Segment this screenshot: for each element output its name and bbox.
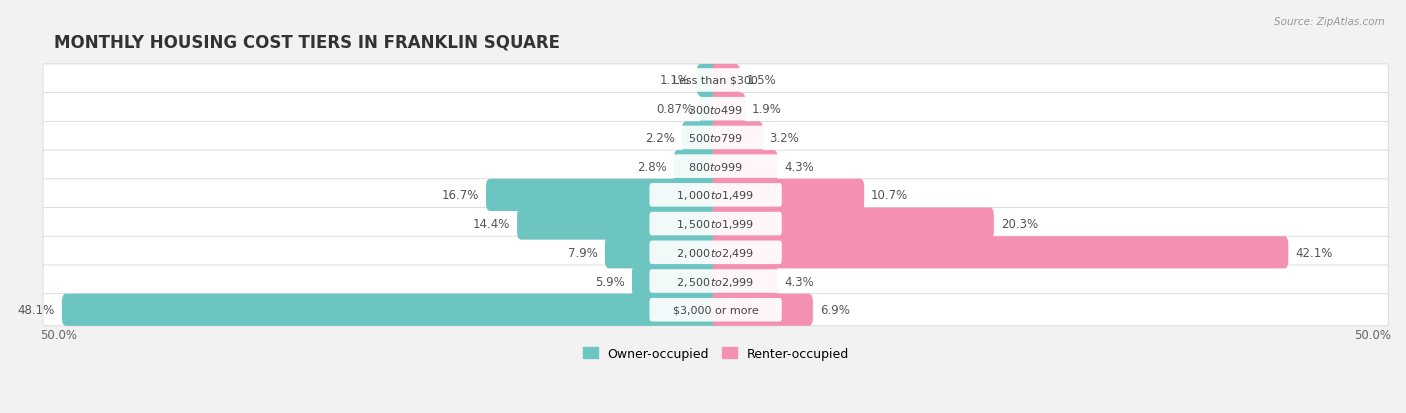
FancyBboxPatch shape (44, 265, 1388, 297)
FancyBboxPatch shape (650, 241, 782, 264)
FancyBboxPatch shape (44, 151, 1388, 183)
Text: Source: ZipAtlas.com: Source: ZipAtlas.com (1274, 17, 1385, 26)
Text: 2.8%: 2.8% (637, 160, 666, 173)
Text: Less than $300: Less than $300 (673, 76, 758, 86)
FancyBboxPatch shape (711, 151, 778, 183)
FancyBboxPatch shape (517, 208, 720, 240)
Text: 5.9%: 5.9% (595, 275, 626, 288)
Text: 1.5%: 1.5% (747, 74, 776, 87)
Text: 4.3%: 4.3% (785, 275, 814, 288)
Text: 50.0%: 50.0% (41, 328, 77, 341)
FancyBboxPatch shape (711, 294, 813, 326)
FancyBboxPatch shape (44, 65, 1388, 97)
Text: MONTHLY HOUSING COST TIERS IN FRANKLIN SQUARE: MONTHLY HOUSING COST TIERS IN FRANKLIN S… (53, 33, 560, 52)
FancyBboxPatch shape (44, 294, 1388, 326)
Text: $2,000 to $2,499: $2,000 to $2,499 (676, 246, 755, 259)
FancyBboxPatch shape (650, 212, 782, 236)
FancyBboxPatch shape (697, 65, 720, 97)
Text: 14.4%: 14.4% (472, 218, 510, 230)
FancyBboxPatch shape (711, 265, 778, 297)
Text: 6.9%: 6.9% (820, 304, 849, 316)
FancyBboxPatch shape (650, 270, 782, 293)
Text: $800 to $999: $800 to $999 (688, 161, 744, 173)
FancyBboxPatch shape (44, 237, 1388, 269)
FancyBboxPatch shape (711, 237, 1288, 269)
FancyBboxPatch shape (700, 93, 720, 126)
Text: $500 to $799: $500 to $799 (688, 132, 744, 144)
Text: 1.1%: 1.1% (659, 74, 690, 87)
Text: $3,000 or more: $3,000 or more (672, 305, 758, 315)
FancyBboxPatch shape (650, 155, 782, 178)
Text: 42.1%: 42.1% (1295, 246, 1333, 259)
Text: 4.3%: 4.3% (785, 160, 814, 173)
FancyBboxPatch shape (682, 122, 720, 154)
FancyBboxPatch shape (650, 98, 782, 121)
FancyBboxPatch shape (650, 126, 782, 150)
FancyBboxPatch shape (44, 208, 1388, 240)
FancyBboxPatch shape (44, 179, 1388, 211)
FancyBboxPatch shape (650, 184, 782, 207)
FancyBboxPatch shape (673, 151, 720, 183)
FancyBboxPatch shape (650, 69, 782, 93)
Text: 2.2%: 2.2% (645, 132, 675, 145)
FancyBboxPatch shape (486, 179, 720, 211)
FancyBboxPatch shape (711, 122, 763, 154)
Legend: Owner-occupied, Renter-occupied: Owner-occupied, Renter-occupied (578, 342, 853, 365)
FancyBboxPatch shape (62, 294, 720, 326)
FancyBboxPatch shape (711, 65, 740, 97)
Text: 10.7%: 10.7% (870, 189, 908, 202)
Text: $2,500 to $2,999: $2,500 to $2,999 (676, 275, 755, 288)
Text: 0.87%: 0.87% (657, 103, 693, 116)
FancyBboxPatch shape (605, 237, 720, 269)
FancyBboxPatch shape (631, 265, 720, 297)
Text: $1,500 to $1,999: $1,500 to $1,999 (676, 218, 755, 230)
Text: 48.1%: 48.1% (18, 304, 55, 316)
Text: 16.7%: 16.7% (441, 189, 479, 202)
FancyBboxPatch shape (711, 179, 865, 211)
Text: 20.3%: 20.3% (1001, 218, 1038, 230)
Text: 7.9%: 7.9% (568, 246, 598, 259)
FancyBboxPatch shape (711, 208, 994, 240)
Text: $300 to $499: $300 to $499 (688, 103, 744, 115)
FancyBboxPatch shape (711, 93, 745, 126)
FancyBboxPatch shape (44, 122, 1388, 154)
FancyBboxPatch shape (44, 93, 1388, 126)
Text: $1,000 to $1,499: $1,000 to $1,499 (676, 189, 755, 202)
Text: 3.2%: 3.2% (769, 132, 800, 145)
FancyBboxPatch shape (650, 298, 782, 322)
Text: 50.0%: 50.0% (1354, 328, 1391, 341)
Text: 1.9%: 1.9% (752, 103, 782, 116)
